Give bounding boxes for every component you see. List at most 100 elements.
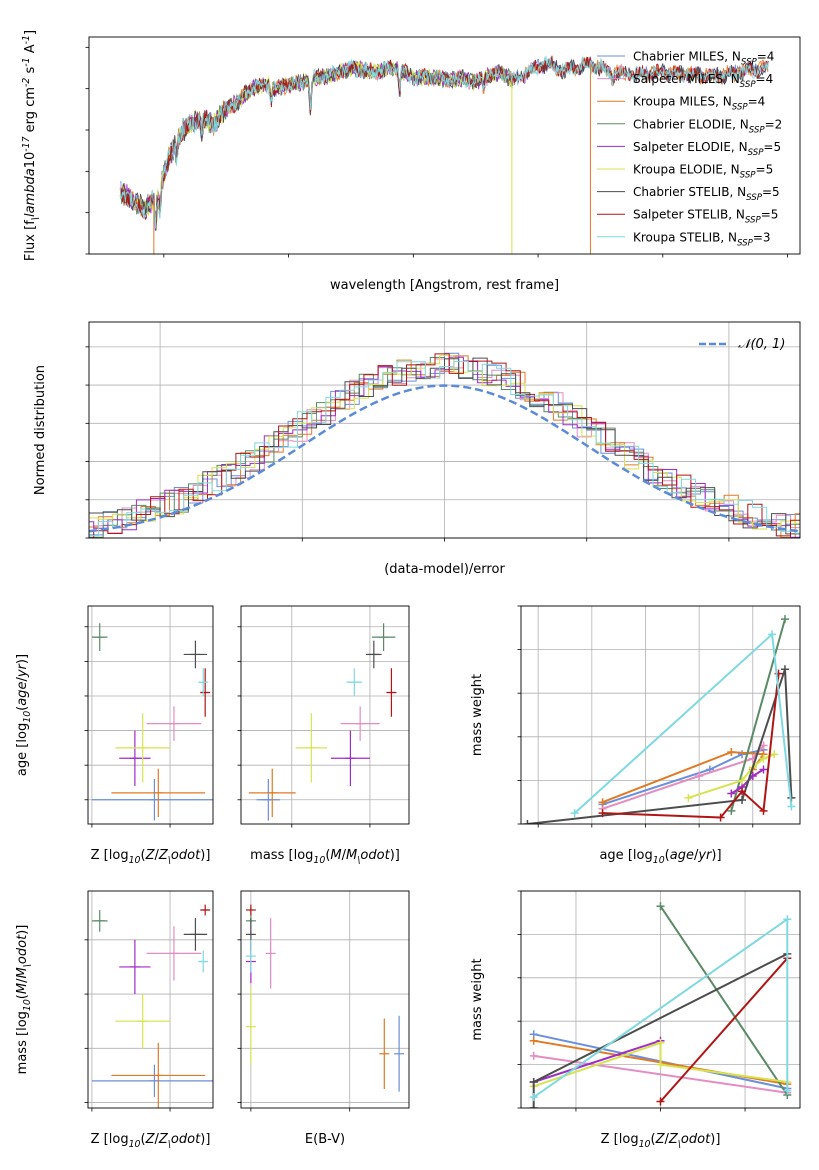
weight-marker: [656, 1097, 665, 1106]
error-bar-point: [91, 1064, 213, 1098]
weight-marker: [529, 1093, 538, 1102]
y-axis-label: mass weight: [470, 674, 485, 756]
error-bar-point: [200, 668, 211, 717]
weight-marker: [598, 809, 607, 818]
spectrum-line: [119, 55, 769, 229]
weight-line: [527, 668, 793, 824]
error-bar-point: [379, 1018, 390, 1090]
weight-marker: [598, 798, 607, 807]
weight-marker: [529, 1104, 538, 1108]
weight-marker: [523, 820, 532, 824]
error-bar-point: [115, 994, 171, 1049]
x-axis-label: Z [log10(Z/Z\odot)]: [91, 848, 211, 866]
chart-residuals: (data-model)/error Normed distribution 𝒩(0…: [33, 321, 801, 577]
legend-label: 𝒩(0, 1): [738, 337, 785, 352]
axes-frame: [87, 890, 214, 1109]
error-bar-point: [256, 779, 281, 821]
weight-marker: [783, 1086, 792, 1095]
plot-area: [248, 623, 397, 821]
weight-marker: [780, 665, 789, 674]
x-axis-label: mass [log10(M/M\odot)]: [250, 848, 400, 866]
error-bar-point: [295, 713, 327, 783]
weight-line: [659, 905, 789, 1096]
weight-line: [574, 632, 793, 814]
chart-age-weight: age [log10(age/yr)] mass weight: [470, 605, 801, 866]
error-bar-point: [91, 623, 108, 651]
error-bar-point: [245, 939, 256, 973]
weight-marker: [529, 1036, 538, 1045]
weight-marker: [529, 1077, 538, 1086]
error-bar-point: [248, 768, 296, 818]
chart-mass-age: mass [log10(M/M\odot)]: [237, 605, 410, 866]
error-bar-point: [146, 926, 202, 981]
error-bar-point: [371, 623, 396, 651]
error-bar-point: [394, 1015, 405, 1092]
legend-label: Salpeter STELIB, NSSP=5: [633, 208, 778, 226]
error-bar-point: [111, 768, 206, 818]
legend: Chabrier MILES, NSSP=4 Salpeter MILES, NS…: [597, 50, 782, 248]
error-bar-point: [183, 918, 208, 951]
weight-marker: [695, 772, 704, 781]
axes-frame: [240, 890, 410, 1109]
weight-marker: [759, 754, 768, 763]
weight-marker: [770, 750, 779, 759]
axes-frame: [88, 321, 801, 539]
y-axis-label: Normed distribution: [33, 365, 48, 495]
x-axis-label: (data-model)/error: [384, 562, 505, 577]
x-axis-label: wavelength [Angstrom, rest frame]: [330, 278, 559, 293]
error-bar-point: [198, 950, 209, 973]
chart-z-weight: Z [log10(Z/Z\odot)] mass weight: [470, 890, 801, 1150]
weight-marker: [738, 796, 747, 805]
legend-label: Salpeter MILES, NSSP=4: [633, 72, 773, 90]
legend-label: Kroupa ELODIE, NSSP=5: [633, 163, 773, 181]
x-axis-label: Z [log10(Z/Z\odot)]: [601, 1132, 721, 1150]
plot-area: [89, 352, 800, 538]
legend-label: Kroupa MILES, NSSP=4: [633, 95, 765, 113]
legend-label: Chabrier ELODIE, NSSP=2: [633, 117, 782, 135]
chart-z-mass: Z [log10(Z/Z\odot)] mass [log10(M/M\odot)…: [15, 890, 214, 1150]
weight-marker: [768, 630, 777, 639]
weight-marker: [759, 806, 768, 815]
axes-frame: [87, 605, 214, 825]
histogram-step: [89, 357, 800, 538]
weight-marker: [738, 750, 747, 759]
error-bar-point: [198, 668, 209, 696]
error-bar-point: [119, 730, 151, 786]
error-bar-point: [330, 730, 370, 786]
weight-line: [659, 957, 789, 1103]
error-bar-point: [91, 779, 213, 821]
weight-marker: [656, 1060, 665, 1069]
weight-marker: [738, 787, 747, 796]
weight-marker: [783, 915, 792, 924]
error-bar-point: [386, 668, 397, 717]
error-bar-point: [340, 706, 380, 741]
y-axis-label: mass weight: [470, 958, 485, 1040]
x-axis-label: E(B-V): [305, 1132, 345, 1147]
error-bar-point: [245, 904, 256, 916]
legend-label: Chabrier STELIB, NSSP=5: [633, 185, 780, 203]
legend: 𝒩(0, 1): [699, 337, 785, 352]
weight-marker: [780, 615, 789, 624]
histogram-step: [89, 353, 800, 538]
error-bar-point: [111, 1042, 206, 1108]
weight-line: [730, 618, 786, 812]
error-bar-point: [346, 668, 363, 696]
weight-marker: [684, 793, 693, 802]
weight-marker: [738, 776, 747, 785]
chart-spectrum: wavelength [Angstrom, rest frame] Flux [f…: [21, 30, 801, 293]
error-bar-point: [200, 904, 211, 916]
weight-marker: [716, 813, 725, 822]
y-axis-label: age [log10(age/yr)]: [15, 654, 33, 776]
legend-label: Chabrier MILES, NSSP=4: [633, 50, 774, 68]
y-axis-label: mass [log10(M/M\odot)]: [15, 925, 33, 1075]
weight-line: [533, 1041, 788, 1088]
axes-frame: [88, 36, 801, 255]
axes-frame: [520, 605, 801, 825]
error-bar-point: [146, 706, 202, 741]
weight-marker: [759, 765, 768, 774]
plot-area: [529, 902, 792, 1108]
chart-z-age: Z [log10(Z/Z\odot)] age [log10(age/yr)]: [15, 605, 214, 866]
weight-marker: [727, 748, 736, 757]
weight-marker: [656, 1038, 665, 1047]
